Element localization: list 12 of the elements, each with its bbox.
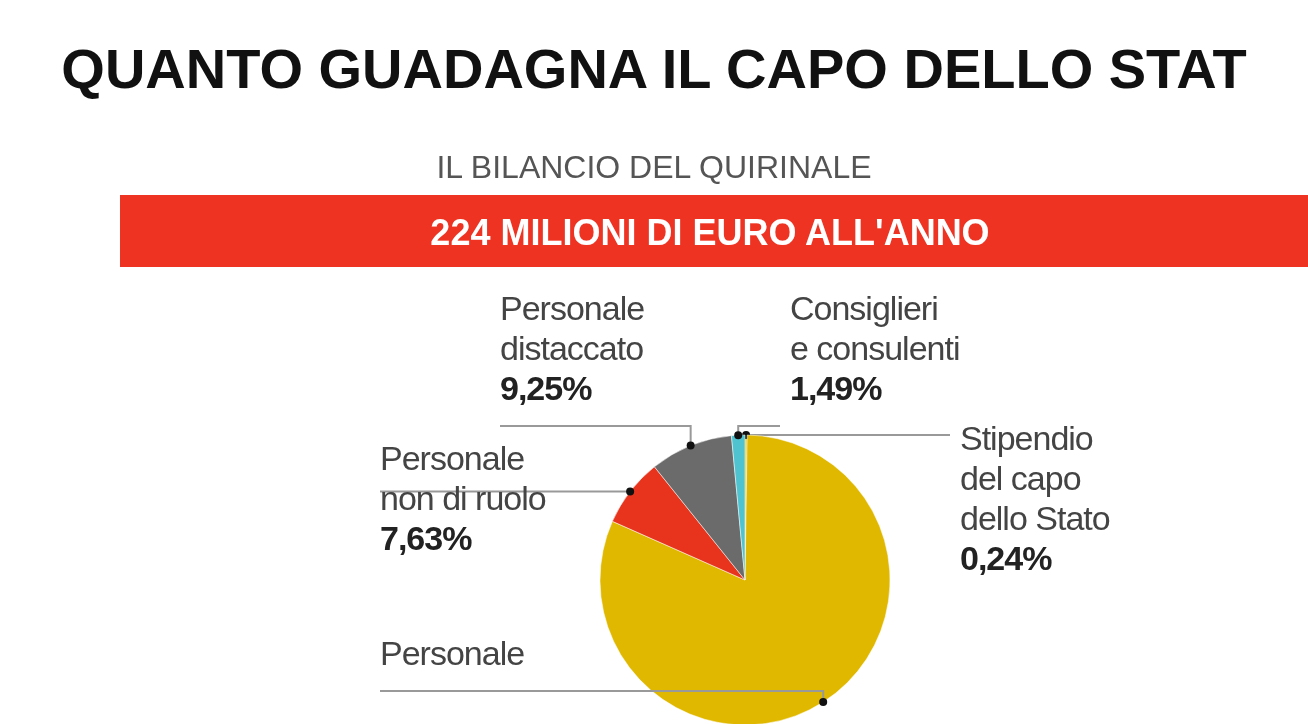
chart-subtitle: IL BILANCIO DEL QUIRINALE <box>436 149 872 185</box>
text: 224 MILIONI DI EURO ALL'ANNO <box>430 212 990 253</box>
slice-label: Personale <box>380 634 525 672</box>
data-label: 7,63% <box>380 519 473 557</box>
chart-title: QUANTO GUADAGNA IL CAPO DELLO STAT <box>61 37 1247 100</box>
slice-label: Consiglieri e consulenti <box>790 289 960 367</box>
slice-label: Personale non di ruolo <box>380 439 546 517</box>
data-label: 0,24% <box>960 539 1053 577</box>
data-label: 9,25% <box>500 369 593 407</box>
slice-label: Stipendio del capo dello Stato <box>960 419 1110 537</box>
data-label: 1,49% <box>790 369 883 407</box>
slice-label: Personale distaccato <box>500 289 645 367</box>
